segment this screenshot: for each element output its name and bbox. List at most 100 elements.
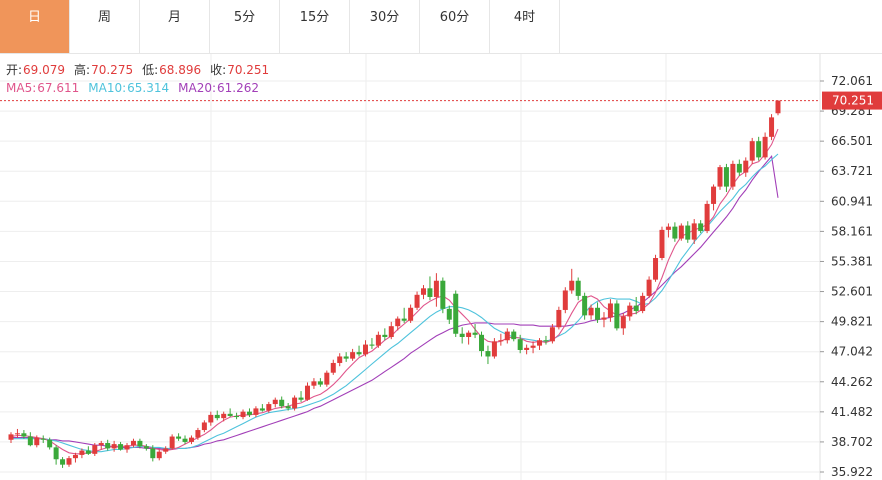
candle-body-50	[330, 362, 336, 373]
candle-body-51	[337, 356, 343, 363]
candle-84	[549, 324, 555, 344]
candle-body-60	[395, 318, 401, 327]
candle-11	[79, 448, 85, 459]
candle-14	[98, 440, 104, 450]
tab-0[interactable]: 日	[0, 0, 70, 53]
close-label: 收:	[210, 63, 226, 77]
candle-73	[479, 331, 485, 357]
grid-lines	[0, 54, 821, 480]
candle-body-54	[356, 352, 362, 355]
ma10-label: MA10:	[88, 81, 126, 95]
candle-29	[195, 427, 201, 440]
candle-body-49	[324, 372, 330, 385]
candle-body-91	[595, 307, 601, 320]
candle-107	[698, 220, 704, 234]
tab-5[interactable]: 30分	[350, 0, 420, 53]
candle-108	[704, 200, 710, 234]
candle-85	[556, 306, 562, 330]
tab-7[interactable]: 4时	[490, 0, 560, 53]
candle-96	[627, 302, 633, 321]
candle-body-78	[511, 331, 517, 340]
current-price-label: 70.251	[832, 94, 874, 108]
candle-body-61	[401, 318, 407, 321]
candle-106	[691, 219, 697, 244]
candle-44	[292, 395, 298, 411]
candle-body-100	[653, 258, 659, 280]
candle-body-38	[253, 408, 259, 415]
candle-36	[240, 409, 246, 420]
candle-105	[685, 221, 691, 243]
candle-65	[427, 276, 433, 301]
candle-23	[156, 449, 162, 461]
candle-101	[659, 226, 665, 261]
candle-71	[466, 330, 472, 345]
tab-3[interactable]: 5分	[210, 0, 280, 53]
candle-body-113	[736, 163, 742, 173]
candle-17	[118, 441, 124, 451]
ma20-label: MA20:	[178, 81, 216, 95]
candle-26	[176, 433, 182, 441]
candle-body-117	[762, 136, 768, 158]
candle-47	[311, 378, 317, 389]
candle-54	[356, 345, 362, 357]
candle-116	[756, 136, 762, 161]
tab-4[interactable]: 15分	[280, 0, 350, 53]
candle-16	[111, 440, 117, 452]
candle-77	[504, 328, 510, 344]
candle-9	[66, 456, 72, 467]
candle-body-12	[85, 450, 91, 454]
candle-33	[221, 411, 227, 422]
candle-18	[124, 443, 130, 453]
candle-body-69	[453, 293, 459, 334]
candle-body-41	[272, 399, 278, 405]
candle-72	[472, 324, 478, 339]
candle-8	[60, 457, 66, 468]
candle-94	[614, 300, 620, 331]
candle-76	[498, 333, 504, 346]
candle-body-24	[163, 448, 169, 452]
tab-1[interactable]: 周	[70, 0, 140, 53]
candle-body-8	[60, 459, 66, 465]
candle-body-76	[498, 340, 504, 342]
candle-body-7	[53, 447, 59, 460]
candle-body-119	[775, 100, 781, 114]
candle-body-95	[620, 316, 626, 329]
candle-body-42	[279, 399, 285, 407]
candle-30	[201, 420, 207, 433]
candle-81	[530, 341, 536, 354]
candle-body-6	[47, 439, 53, 448]
y-tick-label-7: 52.601	[831, 285, 873, 299]
candle-37	[246, 408, 252, 418]
candle-27	[182, 435, 188, 445]
candle-body-45	[298, 397, 304, 400]
candle-119	[775, 100, 781, 116]
candle-body-63	[414, 294, 420, 308]
candle-109	[711, 184, 717, 211]
candle-body-98	[640, 295, 646, 312]
tab-6[interactable]: 60分	[420, 0, 490, 53]
candle-body-56	[369, 344, 375, 346]
candle-body-20	[137, 440, 143, 447]
candle-body-13	[92, 445, 98, 454]
candle-body-4	[34, 437, 40, 446]
candle-113	[736, 159, 742, 176]
candle-57	[375, 331, 381, 348]
candle-body-109	[711, 186, 717, 204]
tab-2[interactable]: 月	[140, 0, 210, 53]
candle-74	[485, 345, 491, 365]
candle-89	[582, 292, 588, 320]
candle-body-22	[150, 448, 156, 459]
candle-58	[382, 328, 388, 341]
candle-70	[459, 327, 465, 344]
candle-82	[537, 338, 543, 350]
candle-103	[672, 222, 678, 242]
candle-body-73	[479, 334, 485, 352]
candle-body-83	[543, 340, 549, 342]
open-value: 69.079	[23, 63, 65, 77]
y-axis: 72.06169.28166.50163.72160.94158.16155.3…	[820, 74, 882, 479]
y-tick-label-4: 60.941	[831, 194, 873, 208]
candle-50	[330, 359, 336, 375]
candle-12	[85, 446, 91, 455]
candle-51	[337, 353, 343, 367]
candle-28	[188, 435, 194, 445]
